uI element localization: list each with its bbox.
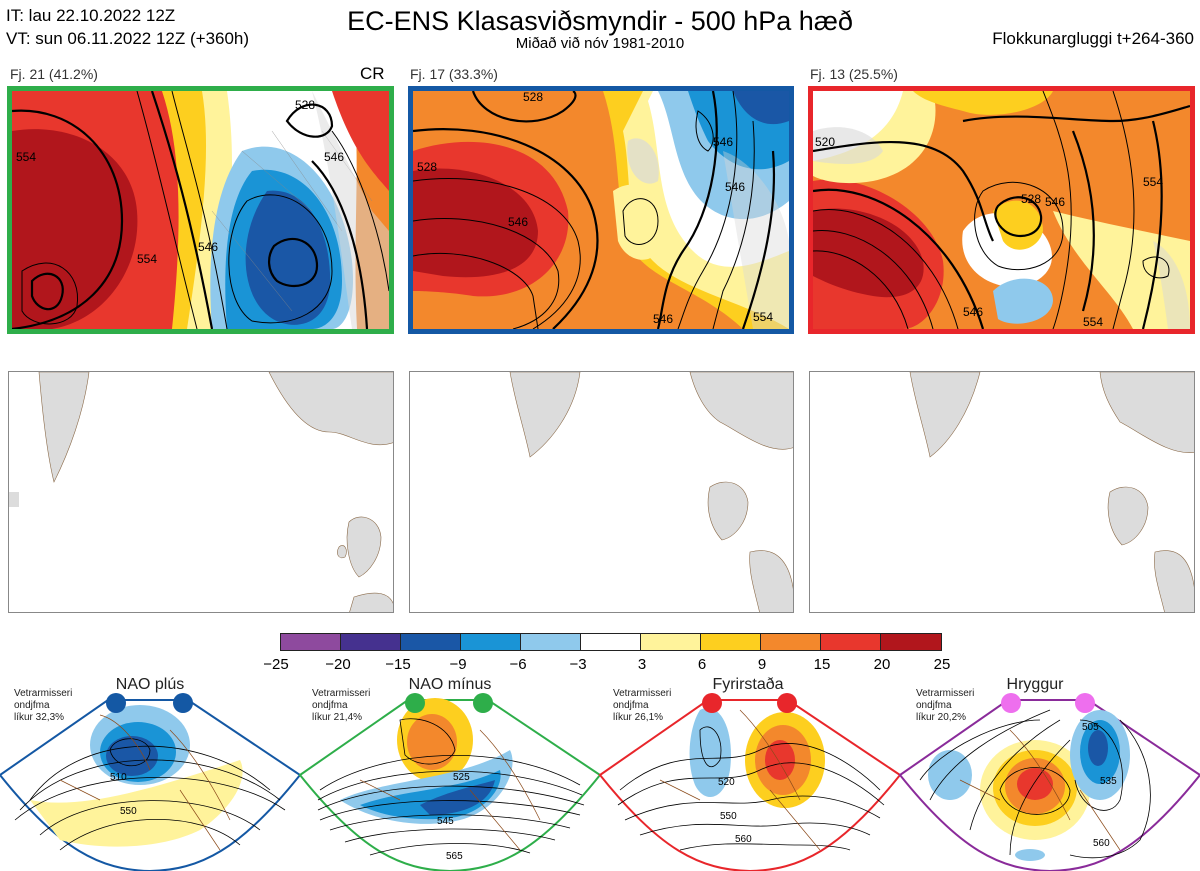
init-time: IT: lau 22.10.2022 12Z [6, 6, 176, 25]
contour-label: 546 [508, 215, 528, 229]
contour-label: 554 [16, 150, 36, 164]
regime-3-map: 520 550 560 [598, 699, 902, 871]
contour-label: 546 [725, 180, 745, 194]
legend-tick: 9 [757, 656, 767, 673]
legend-cell [580, 633, 641, 651]
regime-4-marker [1001, 693, 1021, 713]
contour-label: 554 [1143, 175, 1163, 189]
regime-4-note: Vetrarmisseri ondjfma líkur 20,2% [916, 688, 975, 723]
contour-label: 520 [718, 777, 735, 788]
contour-label: 546 [653, 312, 673, 326]
legend-cell [460, 633, 521, 651]
header-times: IT: lau 22.10.2022 12Z VT: sun 06.11.202… [6, 4, 249, 50]
regime-4-marker [1075, 693, 1095, 713]
contour-label: 550 [120, 806, 137, 817]
legend-cell [520, 633, 581, 651]
legend-cell [340, 633, 401, 651]
regime-2-marker [473, 693, 493, 713]
cluster-3-label: Fj. 13 (25.5%) [810, 66, 898, 82]
regime-4-map: 505 535 560 [898, 699, 1200, 871]
legend-tick: −3 [569, 656, 587, 673]
legend-tick: 20 [873, 656, 891, 673]
contour-label: 520 [815, 135, 835, 149]
contour-label: 546 [963, 305, 983, 319]
legend-cell [760, 633, 821, 651]
regime-2-map: 525 545 565 [298, 698, 602, 871]
regime-1-map: 510 550 [0, 699, 302, 871]
cluster-1-label: Fj. 21 (41.2%) [10, 66, 98, 82]
contour-label: 528 [417, 160, 437, 174]
page-subtitle: Miðað við nóv 1981-2010 [515, 35, 685, 52]
legend-tick: −9 [449, 656, 467, 673]
regime-3-note: Vetrarmisseri ondjfma líkur 26,1% [613, 688, 672, 723]
cluster-1-tag: CR [360, 64, 385, 83]
page-title: EC-ENS Klasasviðsmyndir - 500 hPa hæð [347, 6, 853, 36]
classification-window: Flokkunargluggi t+264-360 [992, 29, 1194, 48]
contour-label: 528 [1021, 192, 1041, 206]
regime-3-title: Fyrirstaða [712, 676, 784, 693]
legend-cell [400, 633, 461, 651]
regime-4-title: Hryggur [1006, 676, 1064, 693]
contour-label: 528 [523, 91, 543, 104]
contour-label: 546 [713, 135, 733, 149]
regime-maps: 510 550 525 545 565 520 [0, 698, 1200, 871]
empty-map-1 [8, 371, 394, 613]
legend-cell [880, 633, 942, 651]
contour-label: 554 [137, 252, 157, 266]
legend-cell [820, 633, 881, 651]
contour-label: 554 [1083, 315, 1103, 329]
valid-time: VT: sun 06.11.2022 12Z (+360h) [6, 29, 250, 48]
regime-1-marker [106, 693, 126, 713]
contour-label: 565 [446, 851, 463, 862]
legend-tick: 3 [637, 656, 647, 673]
contour-label: 560 [735, 834, 752, 845]
regime-2-note: Vetrarmisseri ondjfma líkur 21,4% [312, 688, 371, 723]
legend-tick: −15 [385, 656, 411, 673]
cluster-2-label: Fj. 17 (33.3%) [410, 66, 498, 82]
legend-cell [280, 633, 341, 651]
cluster-1-map: 528 546 554 554 546 [7, 86, 394, 334]
legend-tick: −25 [263, 656, 289, 673]
legend-tick: 25 [933, 656, 951, 673]
contour-label: 525 [453, 772, 470, 783]
regime-2-title: NAO mínus [408, 676, 492, 693]
contour-label: 546 [1045, 195, 1065, 209]
regime-3-marker [702, 693, 722, 713]
empty-map-3 [809, 371, 1195, 613]
contour-label: 510 [110, 772, 127, 783]
legend-cell [640, 633, 701, 651]
contour-label: 535 [1100, 776, 1117, 787]
regime-1-marker [173, 693, 193, 713]
cluster-3-map: 520 528 546 554 546 554 [808, 86, 1195, 334]
regime-1-note: Vetrarmisseri ondjfma líkur 32,3% [14, 688, 73, 723]
contour-label: 560 [1093, 838, 1110, 849]
contour-label: 505 [1082, 722, 1099, 733]
contour-label: 546 [324, 150, 344, 164]
legend-tick: 6 [697, 656, 707, 673]
regime-1-title: NAO plús [115, 676, 185, 693]
legend-tick: −20 [325, 656, 351, 673]
regime-2-marker [405, 693, 425, 713]
contour-label: 554 [753, 310, 773, 324]
legend-cell [700, 633, 761, 651]
contour-label: 528 [295, 98, 315, 112]
regime-3-marker [777, 693, 797, 713]
contour-label: 546 [198, 240, 218, 254]
legend-tick: 15 [813, 656, 831, 673]
cluster-2-map: 528 546 528 546 546 554 546 [408, 86, 794, 334]
contour-label: 550 [720, 811, 737, 822]
empty-map-2 [409, 371, 794, 613]
legend-tick: −6 [509, 656, 527, 673]
contour-label: 545 [437, 816, 454, 827]
